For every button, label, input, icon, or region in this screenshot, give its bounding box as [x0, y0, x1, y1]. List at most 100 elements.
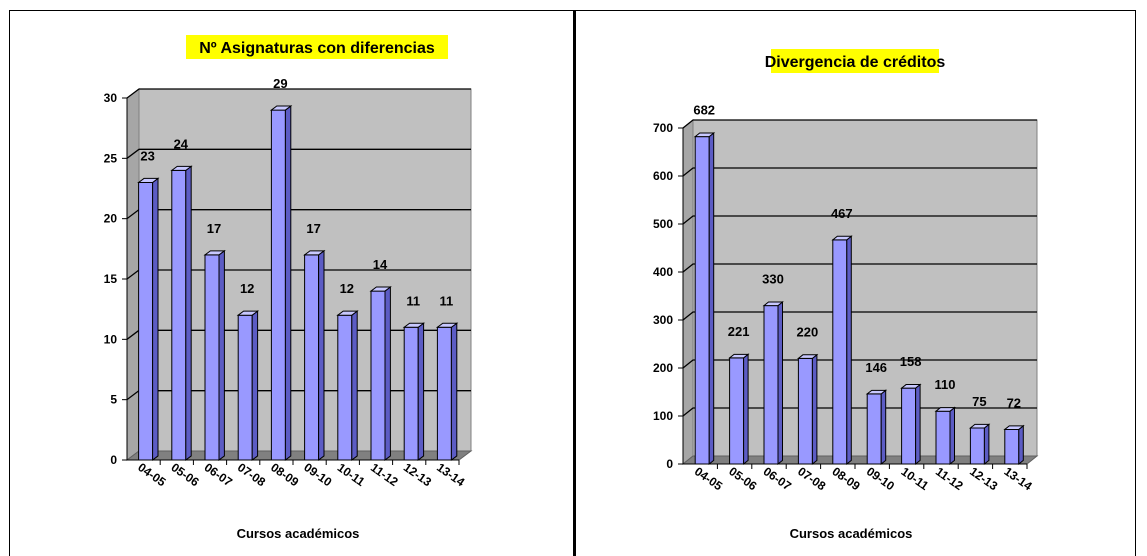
- bar-side: [708, 131, 715, 466]
- bar-top: [269, 105, 293, 111]
- data-label: 467: [831, 206, 853, 221]
- data-label: 12: [340, 281, 354, 296]
- data-label: 11: [406, 293, 420, 308]
- data-label: 23: [140, 148, 154, 163]
- y-tick-label: 10: [104, 332, 118, 346]
- bar: [935, 410, 951, 465]
- gridline: [682, 311, 1037, 321]
- bar-side: [983, 423, 990, 466]
- y-tick-label: 700: [653, 121, 673, 135]
- gridline: [126, 148, 471, 159]
- data-label: 221: [728, 324, 750, 339]
- data-label: 682: [693, 103, 715, 118]
- bar-side: [1018, 424, 1024, 466]
- y-tick-label: 0: [666, 457, 673, 471]
- data-label: 330: [762, 272, 784, 287]
- bar-top: [369, 286, 392, 292]
- x-axis-label: Cursos académicos: [237, 526, 360, 541]
- y-tick-label: 20: [104, 212, 118, 226]
- x-tick-label: 09-10: [864, 464, 897, 493]
- y-tick-label: 30: [104, 91, 118, 105]
- bar-side: [949, 406, 955, 466]
- x-tick-label: 13-14: [1002, 464, 1035, 493]
- data-label: 17: [207, 221, 221, 236]
- bar-top: [796, 354, 819, 359]
- bar-top: [693, 132, 716, 138]
- bar-top: [934, 407, 956, 412]
- right-chart-frame: [574, 10, 1136, 556]
- bar: [1004, 428, 1020, 465]
- bar-top: [831, 235, 853, 241]
- data-label: 29: [273, 76, 287, 91]
- x-tick-label: 06-07: [761, 464, 794, 493]
- data-label: 17: [306, 221, 320, 236]
- y-tick-label: 15: [104, 272, 118, 286]
- bar: [969, 427, 985, 465]
- bar: [729, 357, 745, 465]
- data-label: 11: [440, 293, 454, 308]
- bar-top: [137, 177, 160, 183]
- bar-top: [402, 322, 426, 328]
- y-tick-label: 300: [653, 313, 673, 327]
- data-label: 12: [240, 281, 254, 296]
- x-tick-label: 08-09: [830, 464, 863, 493]
- x-tick-label: 07-08: [795, 464, 828, 493]
- data-label: 220: [797, 324, 819, 339]
- title-highlight: [771, 49, 939, 73]
- left-chart-frame: [9, 10, 574, 556]
- gridline: [682, 119, 1037, 129]
- bar-top: [1003, 425, 1025, 430]
- bar-top: [303, 250, 326, 256]
- y-tick-label: 5: [110, 393, 117, 407]
- x-tick-label: 11-12: [933, 464, 966, 493]
- x-tick-label: 10-11: [899, 464, 932, 493]
- bar-side: [743, 353, 749, 466]
- gridline: [126, 88, 471, 99]
- gridline: [682, 359, 1037, 369]
- chart-title: Divergencia de créditos: [765, 54, 946, 71]
- data-label: 146: [865, 360, 887, 375]
- bar-side: [880, 389, 887, 466]
- y-tick-label: 500: [653, 217, 673, 231]
- data-label: 24: [174, 136, 189, 151]
- y-tick-label: 200: [653, 361, 673, 375]
- bar-top: [762, 301, 784, 307]
- title-highlight: [186, 35, 448, 59]
- bar: [866, 393, 882, 465]
- bar: [763, 305, 779, 465]
- gridline: [682, 215, 1037, 225]
- bar-top: [336, 310, 359, 316]
- bar-top: [900, 384, 922, 389]
- bar: [694, 136, 710, 465]
- y-tick-label: 400: [653, 265, 673, 279]
- bar-side: [846, 235, 852, 466]
- bar-side: [915, 383, 921, 466]
- gridline: [682, 167, 1037, 177]
- y-tick-label: 600: [653, 169, 673, 183]
- bar-side: [777, 300, 783, 466]
- data-label: 14: [373, 257, 388, 272]
- bar-side: [811, 353, 818, 466]
- bar: [901, 387, 917, 465]
- x-tick-label: 05-06: [726, 464, 759, 493]
- gridline: [682, 407, 1037, 417]
- data-label: 72: [1007, 395, 1021, 410]
- chart-title: Nº Asignaturas con diferencias: [199, 40, 435, 57]
- bar-top: [968, 423, 991, 429]
- bar-top: [728, 353, 750, 359]
- data-label: 75: [972, 394, 986, 409]
- bar-top: [170, 165, 193, 171]
- bar-top: [236, 310, 260, 316]
- bar: [832, 239, 848, 465]
- gridline: [682, 263, 1037, 273]
- data-label: 158: [900, 354, 922, 369]
- bar-top: [435, 322, 459, 328]
- x-tick-label: 12-13: [967, 464, 1000, 493]
- data-label: 110: [935, 377, 956, 392]
- bar-top: [203, 250, 226, 256]
- y-tick-label: 100: [653, 409, 673, 423]
- bar-top: [865, 389, 888, 395]
